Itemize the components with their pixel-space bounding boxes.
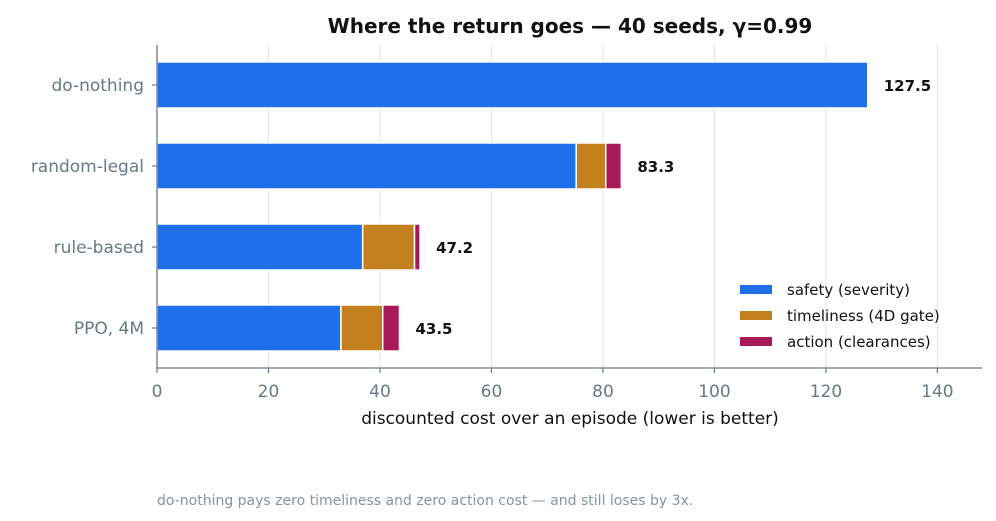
x-axis-label: discounted cost over an episode (lower i… (361, 409, 779, 429)
bar-segment (575, 142, 607, 190)
x-tick-label: 40 (369, 382, 391, 402)
bar-segment (382, 304, 401, 352)
x-tick-label: 140 (921, 382, 953, 402)
bar-segment (156, 142, 577, 190)
legend-label: safety (severity) (787, 281, 910, 299)
bar-segment (361, 223, 416, 271)
bar-segment (413, 223, 421, 271)
y-tick-label: do-nothing (51, 76, 144, 96)
bars-group (156, 61, 869, 352)
bar-segment (340, 304, 384, 352)
x-tick-label: 20 (258, 382, 280, 402)
y-tick-label: rule-based (54, 238, 144, 258)
bar-total-label: 127.5 (884, 77, 931, 95)
bar-segment (604, 142, 623, 190)
bar-segment (156, 61, 869, 109)
legend-label: timeliness (4D gate) (787, 307, 940, 325)
x-tick-label: 100 (698, 382, 730, 402)
y-tick-label: random-legal (31, 157, 144, 177)
legend: safety (severity) timeliness (4D gate) act… (740, 281, 940, 351)
x-tick-label: 60 (481, 382, 503, 402)
legend-swatch (740, 337, 772, 346)
axes (156, 45, 982, 369)
x-tick-label: 80 (592, 382, 614, 402)
x-tick-label: 120 (810, 382, 842, 402)
y-ticks-group: do-nothing random-legal rule-based PPO, 4M (31, 76, 157, 339)
bar-segment (156, 223, 364, 271)
footnote: do-nothing pays zero timeliness and zero… (157, 493, 693, 509)
legend-label: action (clearances) (787, 333, 931, 351)
value-labels-group: 127.5 83.3 47.2 43.5 (415, 77, 931, 338)
x-tick-label: 0 (152, 382, 163, 402)
bar-segment (156, 304, 342, 352)
x-ticks-group: 0 20 40 60 80 100 120 140 (152, 368, 954, 402)
bar-total-label: 43.5 (415, 320, 452, 338)
legend-swatch (740, 285, 772, 294)
legend-swatch (740, 311, 772, 320)
bar-total-label: 47.2 (436, 239, 473, 257)
y-tick-label: PPO, 4M (74, 319, 144, 339)
bar-total-label: 83.3 (637, 158, 674, 176)
chart-title: Where the return goes — 40 seeds, γ=0.99 (328, 14, 813, 38)
